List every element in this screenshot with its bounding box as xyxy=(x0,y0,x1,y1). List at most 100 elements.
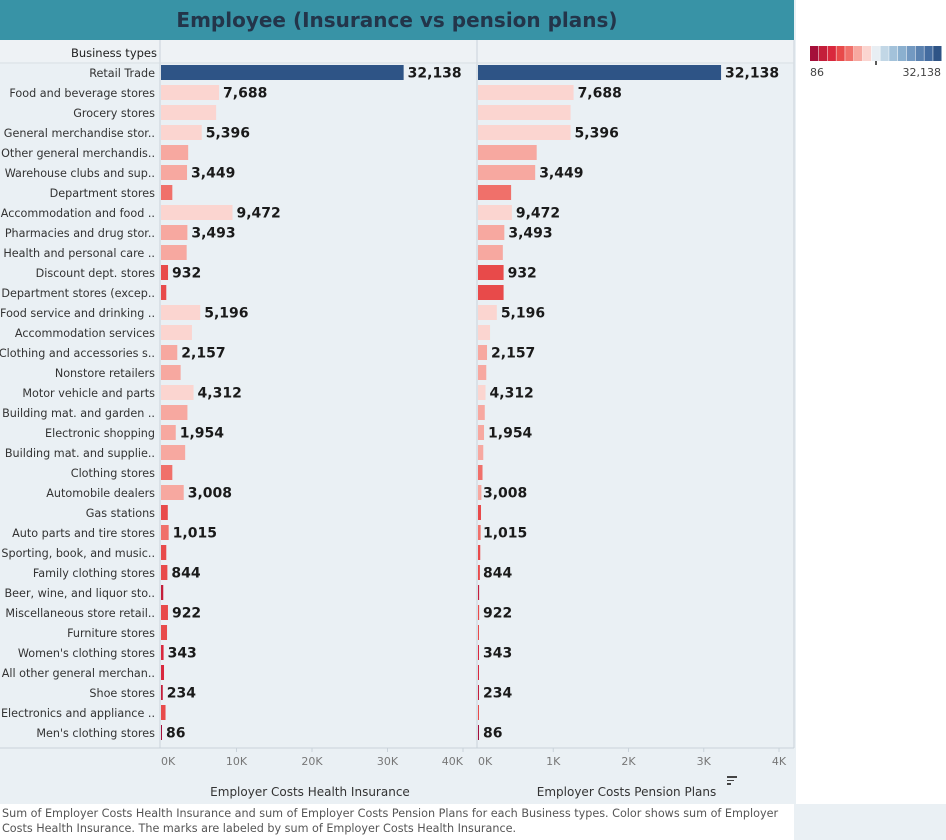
category-label: Beer, wine, and liquor sto.. xyxy=(5,587,156,600)
category-label: Department stores (excep.. xyxy=(1,287,155,300)
category-label: Health and personal care .. xyxy=(3,247,155,260)
bar xyxy=(161,525,169,540)
category-label: Furniture stores xyxy=(67,627,155,640)
category-label: Other general merchandis.. xyxy=(1,147,155,160)
legend-swatch xyxy=(845,46,854,61)
data-label: 2,157 xyxy=(181,346,225,362)
bar xyxy=(161,245,187,260)
bar xyxy=(478,525,481,540)
bar xyxy=(478,485,482,500)
tick-label: 20K xyxy=(301,755,323,768)
category-label: Sporting, book, and music.. xyxy=(1,547,155,560)
bar xyxy=(161,165,188,180)
data-label: 932 xyxy=(172,266,201,282)
bar xyxy=(478,225,505,240)
x-axis-title: Employer Costs Health Insurance xyxy=(210,785,410,799)
category-label: Clothing and accessories s.. xyxy=(0,347,155,360)
bar xyxy=(161,505,168,520)
bar xyxy=(161,445,186,460)
legend-max-label: 32,138 xyxy=(903,66,942,79)
bar xyxy=(478,205,512,220)
data-label: 7,688 xyxy=(223,86,267,102)
data-label: 3,449 xyxy=(539,166,583,182)
bar xyxy=(478,85,574,100)
bar xyxy=(161,325,192,340)
legend-swatch xyxy=(889,46,898,61)
legend-swatch xyxy=(827,46,836,61)
bar xyxy=(478,585,480,600)
bar xyxy=(478,125,571,140)
bar xyxy=(161,565,168,580)
data-label: 3,008 xyxy=(483,486,527,502)
bar xyxy=(161,485,184,500)
data-label: 343 xyxy=(483,646,512,662)
data-label: 5,396 xyxy=(206,126,250,142)
bar xyxy=(478,305,497,320)
bar xyxy=(478,325,491,340)
category-label: Family clothing stores xyxy=(33,567,155,580)
bar xyxy=(478,105,571,120)
category-label: Accommodation and food .. xyxy=(1,207,155,220)
data-label: 4,312 xyxy=(490,386,534,402)
bar xyxy=(478,265,504,280)
category-label: Auto parts and tire stores xyxy=(12,527,155,540)
tick-label: 40K xyxy=(442,755,464,768)
data-label: 32,138 xyxy=(725,66,779,82)
legend-swatch xyxy=(836,46,845,61)
bar xyxy=(478,425,485,440)
data-label: 86 xyxy=(483,726,502,742)
data-label: 922 xyxy=(172,606,201,622)
category-label: Clothing stores xyxy=(71,467,155,480)
category-label: Department stores xyxy=(50,187,156,200)
data-label: 3,493 xyxy=(191,226,235,242)
bar xyxy=(478,565,480,580)
category-label: Accommodation services xyxy=(15,327,155,340)
data-label: 5,196 xyxy=(204,306,248,322)
bar xyxy=(161,345,178,360)
bar xyxy=(161,405,188,420)
bar xyxy=(161,225,188,240)
legend-panel xyxy=(796,0,946,804)
legend-swatch xyxy=(818,46,828,61)
bar xyxy=(478,725,479,740)
legend-swatch xyxy=(871,46,880,61)
bar xyxy=(478,245,503,260)
bar xyxy=(478,445,484,460)
sort-icon[interactable] xyxy=(727,776,737,786)
bar xyxy=(478,465,483,480)
category-label: Food and beverage stores xyxy=(9,87,155,100)
category-label: Building mat. and garden .. xyxy=(2,407,155,420)
header-strip xyxy=(0,40,794,64)
bar xyxy=(478,345,488,360)
category-label: All other general merchan.. xyxy=(2,667,155,680)
bar xyxy=(161,385,194,400)
x-axis-title: Employer Costs Pension Plans xyxy=(537,785,716,799)
tick-label: 3K xyxy=(697,755,712,768)
legend-swatch xyxy=(915,46,924,61)
bar xyxy=(161,205,233,220)
tick-label: 0K xyxy=(478,755,493,768)
bar xyxy=(478,65,722,80)
legend-swatch xyxy=(924,46,933,61)
data-label: 234 xyxy=(167,686,196,702)
category-label: Men's clothing stores xyxy=(36,727,155,740)
bar xyxy=(161,625,168,640)
data-label: 1,954 xyxy=(180,426,225,442)
data-label: 844 xyxy=(171,566,200,582)
bar xyxy=(478,625,479,640)
bar xyxy=(478,285,504,300)
tick-label: 2K xyxy=(621,755,636,768)
data-label: 86 xyxy=(166,726,185,742)
data-label: 7,688 xyxy=(578,86,622,102)
legend-min-label: 86 xyxy=(810,66,824,79)
bar xyxy=(478,405,485,420)
category-label: General merchandise stor.. xyxy=(4,127,155,140)
legend-swatch xyxy=(933,46,942,61)
bar xyxy=(161,665,165,680)
legend-swatch xyxy=(854,46,863,61)
category-label: Electronic shopping xyxy=(45,427,155,440)
category-label: Food service and drinking .. xyxy=(0,307,155,320)
bar xyxy=(161,145,189,160)
bar xyxy=(161,605,168,620)
bar xyxy=(161,585,164,600)
